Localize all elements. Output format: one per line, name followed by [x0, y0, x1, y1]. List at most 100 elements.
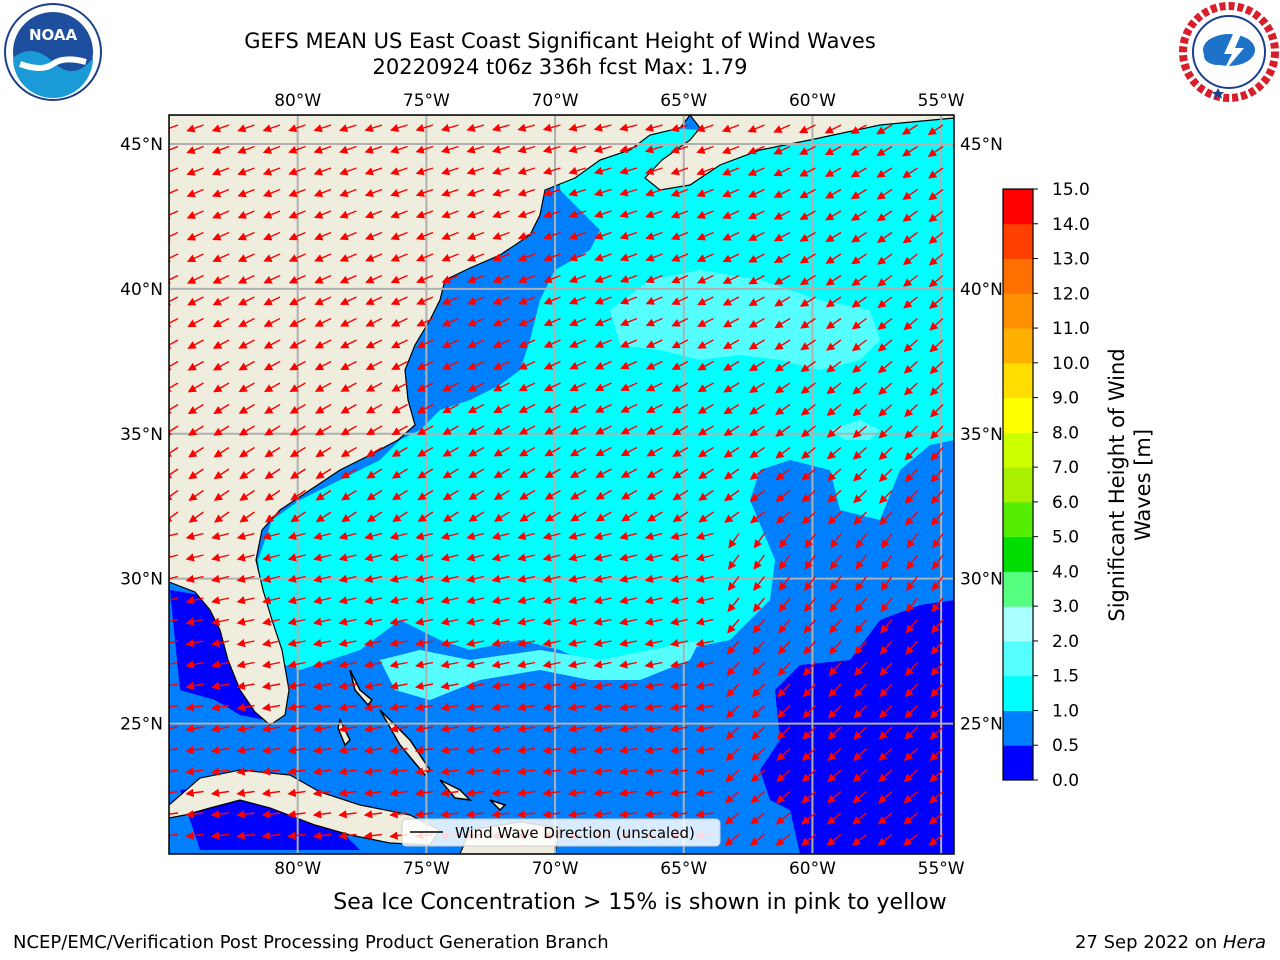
wave-arrow: [773, 145, 791, 155]
wave-arrow: [721, 167, 740, 176]
lat-label-left: 35°N: [120, 425, 163, 445]
colorbar-segment: [1003, 467, 1033, 503]
wave-arrow: [594, 339, 612, 348]
wave-arrow: [516, 767, 536, 776]
footer-date: 27 Sep 2022 on Hera: [1075, 932, 1266, 953]
wave-arrow: [774, 360, 791, 372]
wave-arrow: [542, 724, 561, 733]
wave-arrow: [263, 231, 281, 241]
wave-arrow: [905, 640, 919, 655]
wave-arrow: [569, 446, 587, 457]
wave-arrow: [389, 788, 408, 798]
wave-arrow: [567, 724, 587, 733]
wave-arrow: [827, 769, 842, 783]
lat-label-right: 40°N: [960, 280, 1003, 300]
wave-arrow: [493, 382, 510, 392]
wave-arrow: [696, 145, 714, 154]
wave-arrow: [928, 274, 944, 288]
wave-arrow: [829, 619, 842, 634]
wave-arrow: [313, 124, 332, 133]
wave-arrow: [491, 574, 510, 583]
wave-arrow: [752, 662, 766, 677]
wave-arrow: [364, 617, 383, 626]
wave-arrow: [264, 425, 281, 436]
wave-arrow: [415, 167, 434, 176]
lat-label-left: 25°N: [120, 715, 163, 735]
wave-arrow: [212, 296, 230, 306]
wave-arrow: [212, 274, 230, 284]
wave-arrow: [722, 317, 740, 328]
wave-arrow: [518, 425, 536, 435]
wave-arrow: [287, 681, 306, 690]
wave-arrow: [903, 833, 918, 846]
wave-arrow: [440, 531, 459, 541]
wave-arrow: [621, 511, 638, 522]
wave-arrow: [618, 638, 638, 648]
wave-arrow: [516, 788, 536, 798]
wave-arrow: [542, 596, 561, 605]
wave-arrow: [288, 274, 306, 284]
wave-arrow: [724, 489, 740, 502]
wave-arrow: [492, 274, 510, 284]
wave-arrow: [544, 468, 561, 479]
wave-arrow: [750, 833, 765, 846]
wave-arrow: [620, 382, 638, 392]
wave-arrow: [826, 790, 842, 804]
wave-arrow: [594, 403, 612, 413]
wave-band-0-0.5: [760, 600, 954, 854]
wave-arrow: [879, 662, 893, 677]
wave-arrow: [825, 317, 842, 330]
wave-arrow: [264, 403, 281, 414]
wave-arrow: [853, 489, 867, 504]
wave-arrow: [290, 468, 306, 479]
wave-arrow: [618, 703, 638, 712]
wave-arrow: [727, 619, 740, 634]
wave-arrow: [467, 296, 485, 305]
wave-arrow: [236, 788, 255, 798]
wave-arrow: [417, 489, 434, 501]
wave-arrow: [724, 790, 740, 804]
wave-arrow: [544, 511, 561, 522]
wave-arrow: [312, 660, 332, 669]
wave-arrow: [289, 446, 306, 458]
wave-arrow: [644, 767, 663, 776]
wave-arrow: [312, 788, 332, 798]
wave-arrow: [363, 660, 383, 669]
wave-arrow: [543, 210, 561, 219]
wave-arrow: [774, 317, 791, 329]
wave-arrow: [568, 553, 587, 562]
wave-arrow: [929, 317, 944, 331]
wave-arrow: [440, 596, 459, 605]
wave-arrow: [878, 382, 893, 396]
wave-arrow: [363, 788, 383, 798]
wave-arrow: [726, 662, 740, 677]
wave-arrow: [930, 640, 944, 655]
wave-arrow: [440, 553, 459, 562]
wave-arrow: [416, 296, 434, 305]
wave-arrow: [389, 596, 408, 605]
wave-arrow: [187, 403, 204, 415]
wave-arrow: [879, 511, 893, 526]
wave-arrow: [287, 531, 306, 541]
wave-arrow: [854, 662, 868, 677]
wave-arrow: [364, 188, 383, 197]
wave-arrow: [671, 403, 689, 414]
wave-arrow: [930, 425, 944, 440]
wave-arrow: [390, 317, 408, 327]
wave-arrow: [671, 296, 689, 305]
wave-arrow: [440, 681, 459, 690]
wave-arrow: [339, 145, 357, 154]
wave-arrow: [878, 705, 893, 719]
wave-arrow: [187, 360, 204, 371]
wave-arrow: [724, 833, 740, 846]
wave-arrow: [671, 274, 689, 284]
wave-arrow: [287, 638, 306, 648]
wave-arrow: [825, 253, 842, 264]
wave-arrow: [415, 596, 434, 605]
wave-arrow: [747, 167, 765, 176]
wave-arrow: [877, 790, 893, 804]
wave-arrow: [263, 253, 281, 262]
wave-arrow: [185, 531, 204, 541]
wave-arrow: [169, 296, 179, 306]
wave-arrow: [416, 274, 434, 284]
